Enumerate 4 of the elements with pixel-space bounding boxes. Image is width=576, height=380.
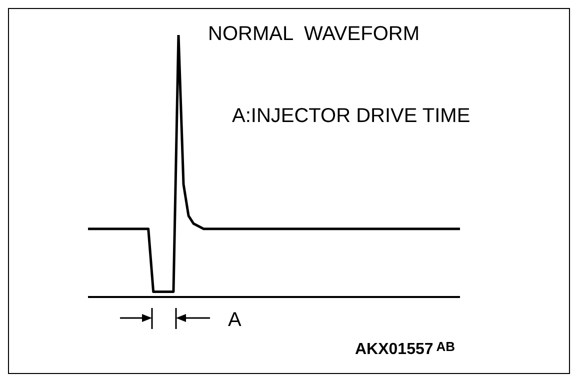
chart-title: NORMAL WAVEFORM	[208, 23, 420, 46]
text: AKX01557$^{AB}$	[355, 339, 456, 359]
text: A	[228, 309, 242, 332]
annotation: A:INJECTOR DRIVE TIME	[232, 105, 470, 128]
